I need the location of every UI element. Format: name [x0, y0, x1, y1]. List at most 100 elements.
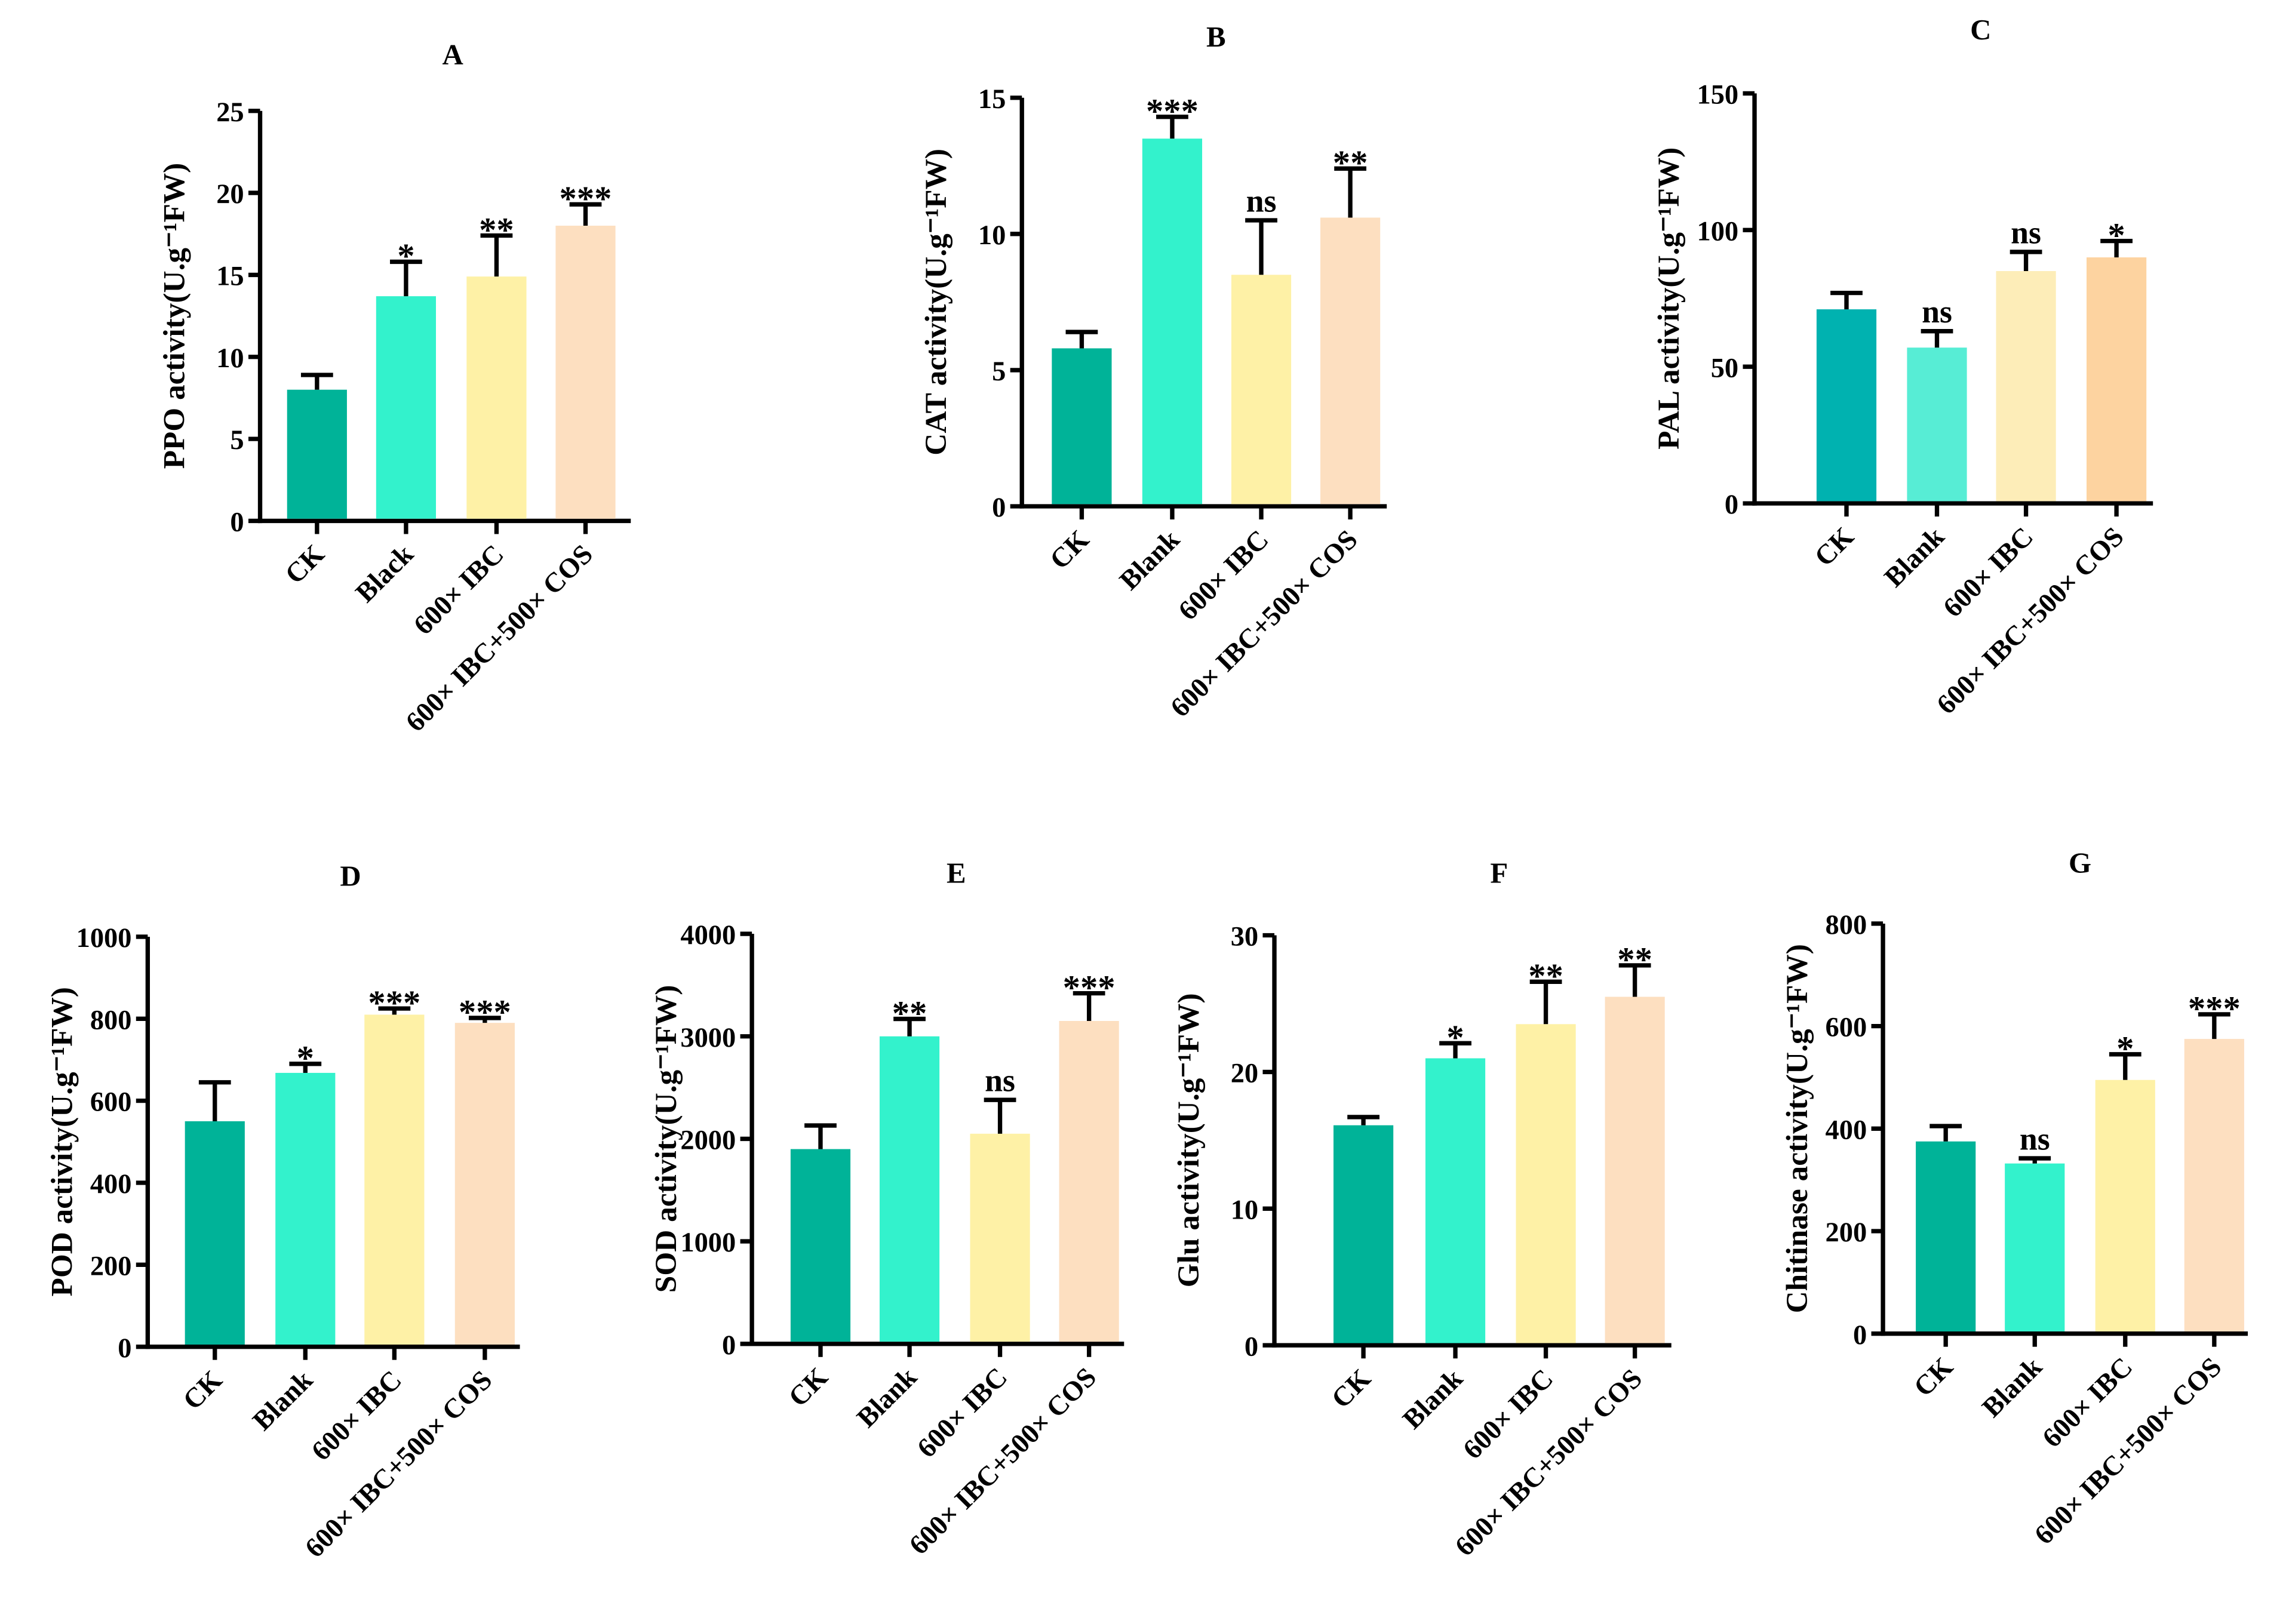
bar [454, 1023, 515, 1345]
y-tick-label: 0 [230, 508, 244, 538]
x-tick-label: Blank [1114, 524, 1185, 596]
bar [2005, 1163, 2065, 1332]
significance-label: ns [2020, 1121, 2050, 1157]
y-tick-label: 0 [1853, 1320, 1867, 1351]
bar [1320, 217, 1381, 505]
panel-e: E 0 1000 2000 3000 4000 SOD activity(U.g⁻¹FW) C… [649, 857, 1124, 1561]
y-tick-label: 1000 [76, 923, 132, 954]
panel-a: A 0 5 10 15 20 25 PPO activity(U.g⁻¹FW) CK * Black… [157, 38, 631, 738]
bar [1516, 1024, 1576, 1343]
significance-label: *** [459, 993, 511, 1032]
bar [376, 296, 437, 519]
y-tick-label: 20 [216, 179, 244, 210]
y-tick-label: 30 [1231, 922, 1258, 952]
y-tick-label: 5 [992, 356, 1006, 387]
y-axis-label: PPO activity(U.g⁻¹FW) [157, 163, 191, 469]
panel-d: D 0 200 400 600 800 1000 POD activity(U.g⁻¹FW) C… [45, 859, 520, 1564]
y-tick-label: 800 [1826, 910, 1867, 940]
y-tick-label: 0 [1725, 490, 1738, 520]
bar [1231, 275, 1292, 505]
bar [287, 389, 347, 519]
x-tick-label: Black [350, 539, 419, 608]
significance-label: * [1446, 1018, 1464, 1057]
y-tick-label: 0 [118, 1333, 131, 1364]
bar [1052, 348, 1112, 505]
bar [185, 1121, 245, 1345]
significance-label: *** [560, 179, 612, 218]
x-tick-label: CK [1908, 1352, 1959, 1402]
x-tick-label: CK [177, 1365, 228, 1416]
bar [2095, 1079, 2155, 1332]
significance-label: *** [368, 983, 420, 1022]
y-tick-label: 100 [1697, 216, 1739, 247]
significance-label: * [2107, 216, 2125, 254]
y-tick-label: 50 [1711, 353, 1738, 383]
bar [1907, 347, 1967, 502]
y-tick-label: 200 [90, 1251, 132, 1281]
significance-label: *** [2188, 989, 2241, 1028]
bar [1996, 270, 2056, 502]
bar [2184, 1039, 2244, 1332]
y-tick-label: 0 [992, 493, 1006, 523]
x-tick-label: Blank [1879, 521, 1950, 593]
x-tick-label: CK [279, 539, 330, 590]
y-tick-label: 2000 [680, 1125, 736, 1156]
x-tick-label: Blank [1397, 1363, 1468, 1435]
x-tick-label: Blank [851, 1362, 923, 1434]
y-tick-label: 4000 [680, 920, 736, 951]
y-tick-label: 600 [1826, 1013, 1867, 1043]
bar [1425, 1058, 1486, 1343]
bar [275, 1072, 336, 1345]
bar [1142, 139, 1203, 505]
y-tick-label: 1000 [680, 1228, 736, 1258]
y-tick-label: 150 [1697, 80, 1739, 110]
y-tick-label: 400 [90, 1169, 132, 1199]
bar [364, 1014, 425, 1345]
significance-label: *** [1146, 91, 1199, 130]
y-tick-label: 200 [1826, 1217, 1867, 1248]
bar [790, 1149, 851, 1342]
significance-label: * [397, 236, 414, 275]
significance-label: ns [985, 1063, 1015, 1099]
y-tick-label: 3000 [680, 1023, 736, 1053]
y-axis-label: PAL activity(U.g⁻¹FW) [1652, 147, 1686, 450]
y-tick-label: 10 [216, 343, 244, 374]
y-tick-label: 25 [216, 97, 244, 128]
panel-title: G [2069, 846, 2091, 879]
bar [2087, 257, 2147, 502]
panel-c: C 0 50 100 150 PAL activity(U.g⁻¹FW) CK ns Blank… [1652, 13, 2153, 720]
significance-label: * [2116, 1029, 2134, 1068]
y-tick-label: 5 [230, 425, 244, 456]
bar [1059, 1020, 1119, 1342]
significance-label: ** [1333, 143, 1368, 182]
panel-title: A [442, 38, 463, 71]
y-axis-label: Chitinase activity(U.g⁻¹FW) [1780, 944, 1814, 1313]
y-tick-label: 20 [1231, 1059, 1258, 1089]
significance-label: ** [479, 210, 514, 249]
panel-title: C [1970, 13, 1991, 46]
y-tick-label: 10 [978, 220, 1006, 251]
y-tick-label: 0 [722, 1330, 736, 1361]
bar [879, 1036, 940, 1342]
significance-label: ns [1246, 183, 1277, 219]
y-axis-label: SOD activity(U.g⁻¹FW) [649, 985, 683, 1293]
x-tick-label: Blank [1977, 1352, 2048, 1423]
significance-label: *** [1063, 968, 1116, 1007]
y-tick-label: 15 [216, 262, 244, 292]
panel-b: B 0 5 10 15 CAT activity(U.g⁻¹FW) CK *** Blank ns… [919, 20, 1387, 723]
y-tick-label: 400 [1826, 1115, 1867, 1145]
y-tick-label: 800 [90, 1005, 132, 1035]
bar [1816, 309, 1877, 502]
bar [1605, 996, 1665, 1343]
y-tick-label: 15 [978, 84, 1006, 115]
y-tick-label: 600 [90, 1087, 132, 1118]
y-tick-label: 10 [1231, 1195, 1258, 1225]
y-axis-label: CAT activity(U.g⁻¹FW) [919, 149, 953, 456]
x-tick-label: CK [1809, 521, 1860, 572]
bar [1333, 1125, 1394, 1343]
y-tick-label: 0 [1245, 1331, 1258, 1362]
significance-label: * [297, 1039, 314, 1078]
y-axis-label: Glu activity(U.g⁻¹FW) [1172, 993, 1206, 1287]
